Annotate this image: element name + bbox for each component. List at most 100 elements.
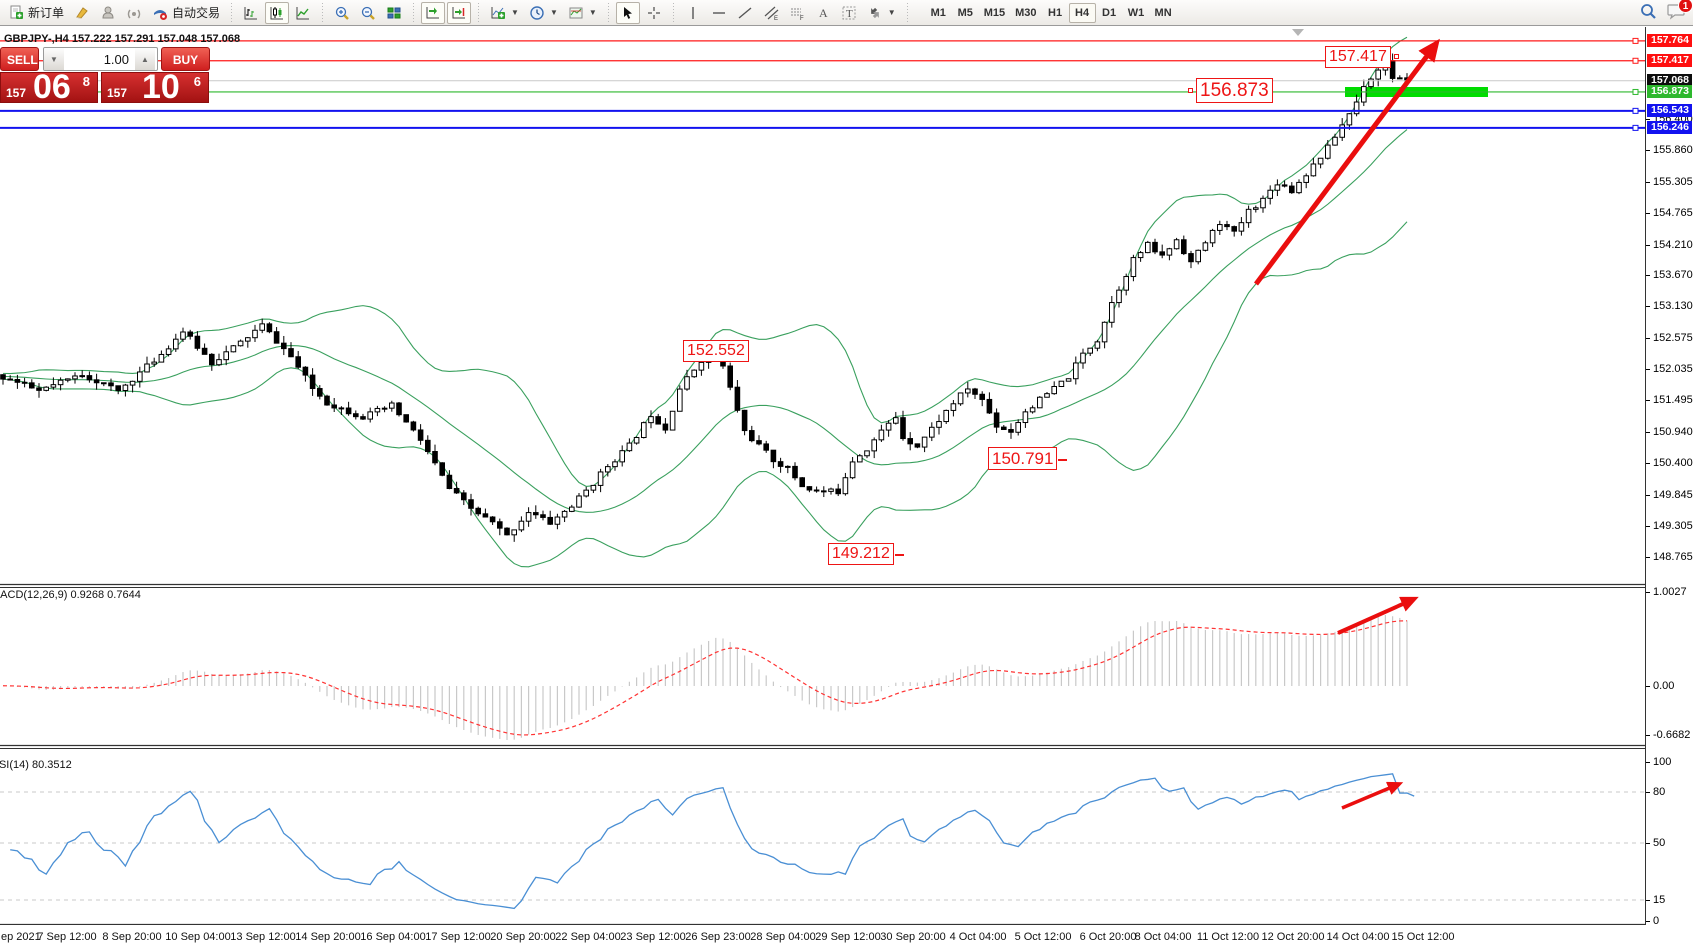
timeframe-D1[interactable]: D1 [1096,3,1123,23]
date-axis-label: 26 Sep 23:00 [685,931,751,943]
axis-tick [1646,686,1650,687]
toolbar: 新订单 自动交易 [0,0,1693,26]
price-annotation-152.552[interactable]: 152.552 [683,340,749,362]
price-annotation-149.212[interactable]: 149.212 [828,543,904,565]
timeframe-M15[interactable]: M15 [979,3,1010,23]
bar-chart-button[interactable] [239,2,263,24]
axis-tick [1646,181,1650,183]
price-axis-label: 155.860 [1653,144,1693,156]
price-axis[interactable]: 156.400 155.860 155.305 154.765 154.210 153.6… [1646,27,1693,927]
auto-scroll-button[interactable] [421,1,446,24]
line-chart-button[interactable] [291,2,315,24]
axis-tick [1646,792,1650,793]
date-axis-label: 4 Oct 04:00 [949,931,1007,943]
periods-button[interactable]: ▼ [525,2,562,24]
volume-input[interactable] [64,48,135,70]
price-annotation-157.417[interactable]: 157.417 [1325,46,1399,68]
axis-tick [1646,369,1650,371]
notifications-button[interactable]: 1 [1667,0,1693,25]
buy-button[interactable]: BUY [161,47,210,71]
macd-axis-label: 0.00 [1653,680,1675,692]
marker-icon [76,6,88,19]
svg-text:A: A [819,6,828,20]
sell-price-big: 06 [33,68,71,106]
macd-axis-label: 1.0027 [1653,586,1687,598]
zoom-in-button[interactable] [330,2,354,24]
tile-windows-button[interactable] [382,2,406,24]
sell-price-display[interactable]: 157 06 8 [0,68,98,106]
horizontal-line-button[interactable] [707,2,731,24]
indicators-button[interactable]: ▼ [486,2,523,24]
price-tag-157.417: 157.417 [1647,54,1692,68]
stamp-button[interactable] [96,2,120,24]
text-icon: A [819,6,828,20]
auto-trading-button[interactable]: 自动交易 [148,2,224,24]
date-axis-label: 5 Oct 12:00 [1014,931,1072,943]
price-annotation-156.873[interactable]: 156.873 [1188,78,1273,103]
buy-price-display[interactable]: 157 10 6 [101,70,209,104]
date-axis-label: ep 2021 [1,931,41,943]
arrows-icon [870,7,879,18]
timeframe-H4[interactable]: H4 [1068,2,1096,23]
cursor-button[interactable] [615,1,640,24]
timeframe-MN[interactable]: MN [1150,3,1177,23]
axis-tick [1646,525,1650,527]
search-icon[interactable] [1639,2,1657,25]
channel-button[interactable]: E [759,2,783,24]
date-axis[interactable]: ep 2021 7 Sep 12:00 8 Sep 20:00 10 Sep 04:0… [0,925,1693,950]
signals-button[interactable] [122,2,146,24]
fibonacci-icon: F [790,8,804,21]
annotation-handle[interactable] [1188,87,1193,93]
toolbar-separator [411,2,417,23]
price-axis-label: 152.575 [1653,332,1693,345]
date-axis-label: 12 Oct 20:00 [1261,931,1325,943]
price-axis-label: 149.845 [1653,488,1693,501]
axis-tick [1646,462,1650,464]
date-axis-label: 6 Oct 20:00 [1079,931,1137,943]
candlestick-chart-icon [270,6,284,19]
text-button[interactable]: A [811,2,835,24]
volume-increase-button[interactable]: ▲ [135,48,155,70]
templates-button[interactable]: ▼ [564,2,601,24]
timeframe-M1[interactable]: M1 [925,3,952,23]
dropdown-caret-icon: ▼ [887,8,896,17]
axis-tick [1646,556,1650,558]
text-label-button[interactable]: T [837,2,861,24]
chart-shift-button[interactable] [447,1,472,24]
tile-windows-icon [387,7,401,18]
timeframe-M30[interactable]: M30 [1010,3,1041,23]
date-axis-label: 14 Sep 20:00 [295,931,361,943]
volume-decrease-button[interactable]: ▼ [44,48,64,70]
candlestick-chart-button[interactable] [265,1,290,24]
toolbar-separator [320,2,326,23]
notification-badge: 1 [1678,0,1693,13]
price-axis-label: 148.765 [1653,550,1693,563]
vertical-line-button[interactable] [681,2,705,24]
new-order-button[interactable]: 新订单 [4,2,68,24]
volume-box: ▼ ▲ [43,47,158,71]
symbol-title: GBPJPY-,H4 157.222 157.291 157.048 157.0… [4,33,241,45]
dropdown-caret-icon: ▼ [588,8,597,17]
cursor-icon [623,6,632,19]
zoom-out-icon [361,6,375,20]
timeframe-M5[interactable]: M5 [952,3,979,23]
crosshair-button[interactable] [642,2,666,24]
timeframe-W1[interactable]: W1 [1123,3,1150,23]
fibonacci-button[interactable]: F [785,2,809,24]
macd-axis-label: -0.6682 [1653,729,1691,741]
axis-tick [1646,212,1650,214]
annotation-handle[interactable] [1393,54,1399,59]
channel-icon: E [764,6,779,21]
zoom-out-button[interactable] [356,2,380,24]
indicators-icon [491,6,506,19]
timeframe-H1[interactable]: H1 [1042,3,1069,23]
arrows-button[interactable]: ▼ [863,2,900,24]
sell-button[interactable]: SELL [0,47,39,71]
price-annotation-150.791[interactable]: 150.791 [988,447,1068,470]
metaeditor-button[interactable] [70,2,94,24]
toolbar-separator [229,2,235,23]
text-label-icon: T [842,6,856,20]
price-tag-157.068: 157.068 [1647,74,1692,88]
trendline-button[interactable] [733,2,757,24]
